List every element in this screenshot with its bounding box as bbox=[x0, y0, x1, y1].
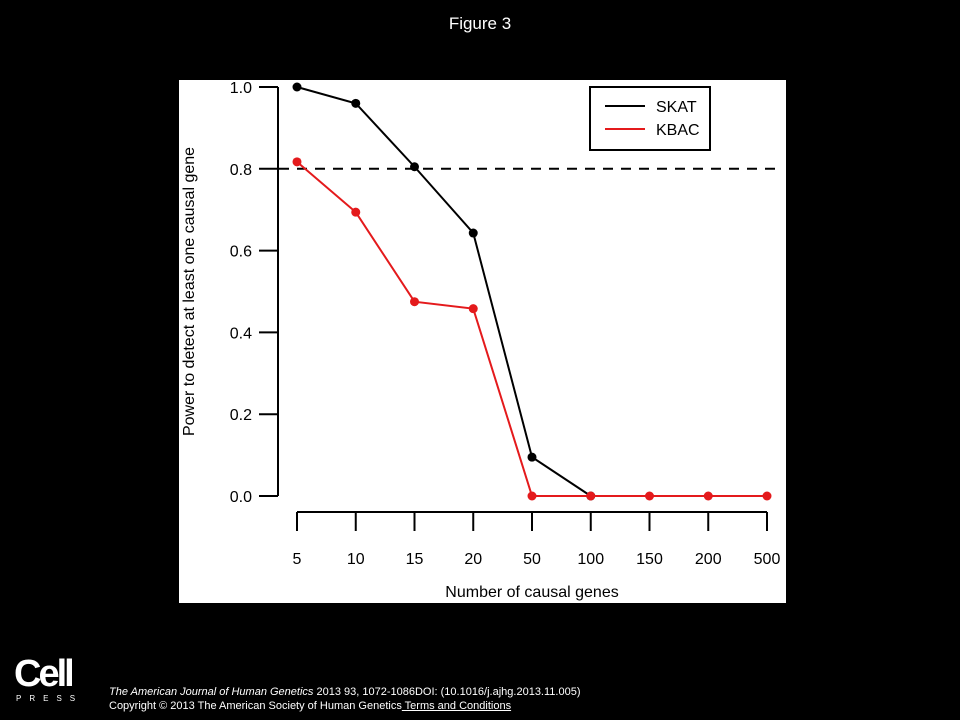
copyright-line: Copyright © 2013 The American Society of… bbox=[109, 699, 580, 713]
kbac-data-point bbox=[527, 491, 537, 501]
x-axis-label: Number of causal genes bbox=[445, 584, 618, 601]
skat-data-point bbox=[292, 82, 302, 92]
slide-title: Figure 3 bbox=[448, 14, 512, 33]
x-tick-label: 20 bbox=[464, 551, 482, 568]
citation-line: The American Journal of Human Genetics 2… bbox=[109, 685, 580, 699]
x-tick-label: 100 bbox=[577, 551, 604, 568]
x-tick-label: 10 bbox=[347, 551, 365, 568]
copyright-text: Copyright © 2013 The American Society of… bbox=[109, 700, 402, 712]
kbac-data-point bbox=[645, 491, 654, 501]
kbac-data-point bbox=[762, 491, 772, 501]
x-tick-label: 50 bbox=[523, 551, 541, 568]
skat-data-point bbox=[468, 228, 478, 238]
citation-block: The American Journal of Human Genetics 2… bbox=[109, 685, 580, 713]
x-tick-label: 500 bbox=[754, 551, 781, 568]
y-tick-label: 0.0 bbox=[230, 489, 252, 506]
y-tick-label: 0.2 bbox=[230, 407, 252, 424]
legend-kbac-label: KBAC bbox=[656, 122, 700, 139]
figure-panel: 0.0 0.2 0.4 0.6 0.8 1.0 Power to detect at lea… bbox=[179, 80, 786, 603]
logo-subtitle: PRESS bbox=[16, 694, 84, 703]
kbac-data-point bbox=[351, 207, 361, 217]
kbac-data-point bbox=[292, 157, 302, 167]
kbac-data-point bbox=[468, 304, 478, 314]
y-axis-label: Power to detect at least one causal gene bbox=[181, 147, 198, 436]
x-tick-label: 15 bbox=[406, 551, 424, 568]
kbac-data-point bbox=[703, 491, 713, 501]
x-tick-label: 200 bbox=[695, 551, 722, 568]
cell-press-logo: Cell PRESS bbox=[14, 653, 84, 706]
kbac-data-point bbox=[410, 297, 419, 307]
citation-details: 2013 93, 1072-1086DOI: (10.1016/j.ajhg.2… bbox=[313, 686, 581, 698]
legend-skat-label: SKAT bbox=[656, 99, 697, 116]
y-tick-label: 0.6 bbox=[230, 244, 252, 261]
logo-word: Cell bbox=[14, 653, 75, 695]
line-chart: 0.0 0.2 0.4 0.6 0.8 1.0 Power to detect at lea… bbox=[181, 80, 782, 601]
y-tick-label: 1.0 bbox=[230, 80, 252, 97]
skat-data-point bbox=[351, 98, 361, 108]
kbac-series-line bbox=[296, 161, 767, 497]
x-tick-label: 150 bbox=[636, 551, 663, 568]
y-tick-label: 0.4 bbox=[230, 325, 252, 342]
skat-data-point bbox=[527, 452, 537, 462]
x-tick-label: 5 bbox=[293, 551, 302, 568]
y-tick-label: 0.8 bbox=[230, 162, 252, 179]
skat-data-point bbox=[410, 162, 419, 172]
skat-series-line bbox=[296, 86, 592, 497]
kbac-data-point bbox=[586, 491, 596, 501]
terms-and-conditions-link[interactable]: Terms and Conditions bbox=[401, 700, 512, 712]
legend-box bbox=[589, 86, 711, 151]
journal-name: The American Journal of Human Genetics bbox=[109, 686, 314, 698]
